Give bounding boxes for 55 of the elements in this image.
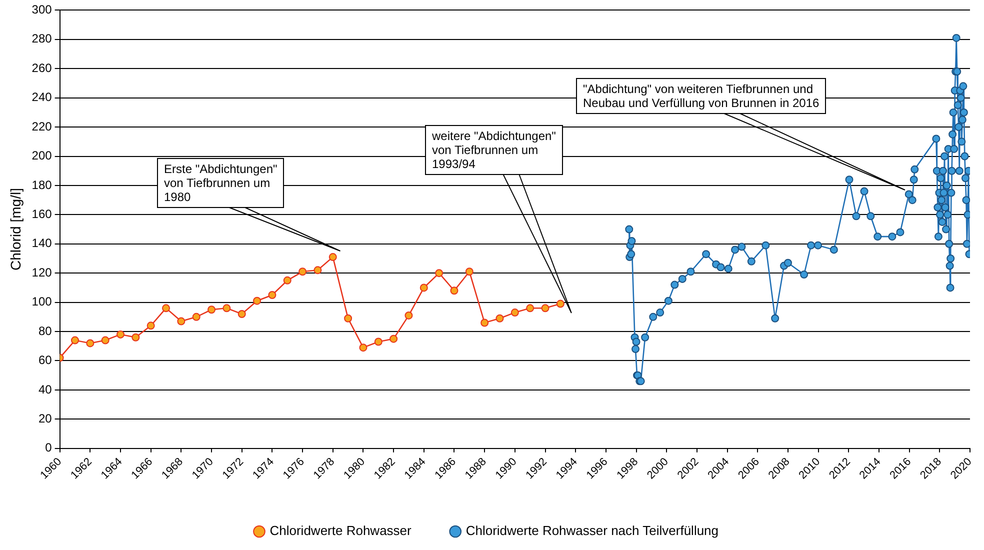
point: [496, 314, 504, 322]
point: [238, 310, 246, 318]
annotation: "Abdichtung" von weiteren Tiefbrunnen und Neubau und Verfüllung von Brunnen in 2016: [576, 78, 826, 114]
y-tick-label: 60: [38, 353, 52, 368]
point: [208, 306, 216, 314]
point: [268, 291, 276, 300]
point: [556, 300, 564, 308]
point: [222, 304, 231, 312]
point: [359, 344, 368, 352]
point: [374, 338, 382, 346]
legend-label: Chloridwerte Rohwasser nach Teilverfüllung: [466, 523, 719, 538]
point: [404, 311, 413, 320]
y-tick-label: 220: [32, 119, 52, 134]
annotation: Erste "Abdichtungen" von Tiefbrunnen um 1980: [157, 158, 284, 208]
legend-label: Chloridwerte Rohwasser: [270, 523, 412, 538]
y-tick-label: 200: [32, 148, 52, 163]
y-tick-label: 180: [32, 178, 52, 192]
point: [177, 317, 186, 326]
point: [465, 268, 474, 276]
point: [328, 253, 337, 262]
point: [450, 286, 458, 295]
y-tick-label: 160: [32, 206, 52, 221]
point: [283, 276, 292, 284]
point: [162, 304, 170, 312]
point: [298, 268, 307, 276]
point: [541, 304, 550, 312]
point: [132, 333, 140, 342]
y-axis-title: Chlorid [mg/l]: [7, 188, 24, 271]
point: [101, 336, 110, 344]
point: [480, 318, 489, 327]
y-tick-label: 0: [45, 440, 52, 455]
annotation: weitere "Abdichtungen" von Tiefbrunnen um 1993/94: [425, 125, 563, 175]
y-tick-label: 140: [32, 236, 52, 250]
point: [435, 269, 444, 278]
point: [420, 284, 428, 292]
y-tick-label: 300: [32, 2, 52, 17]
point: [146, 322, 155, 330]
y-tick-label: 100: [32, 294, 52, 309]
point: [86, 339, 94, 348]
point: [526, 304, 534, 312]
point: [314, 266, 322, 274]
y-tick-label: 80: [38, 324, 52, 338]
point: [253, 296, 262, 305]
point: [390, 334, 398, 343]
y-tick-label: 20: [38, 411, 52, 426]
y-tick-label: 240: [32, 90, 52, 104]
point: [192, 312, 200, 321]
point: [510, 308, 519, 317]
y-tick-label: 120: [32, 265, 52, 280]
point: [116, 330, 124, 338]
point: [344, 314, 352, 322]
y-tick-label: 40: [38, 382, 52, 396]
point: [70, 336, 79, 344]
y-tick-label: 260: [32, 60, 52, 75]
y-tick-label: 280: [32, 32, 52, 46]
